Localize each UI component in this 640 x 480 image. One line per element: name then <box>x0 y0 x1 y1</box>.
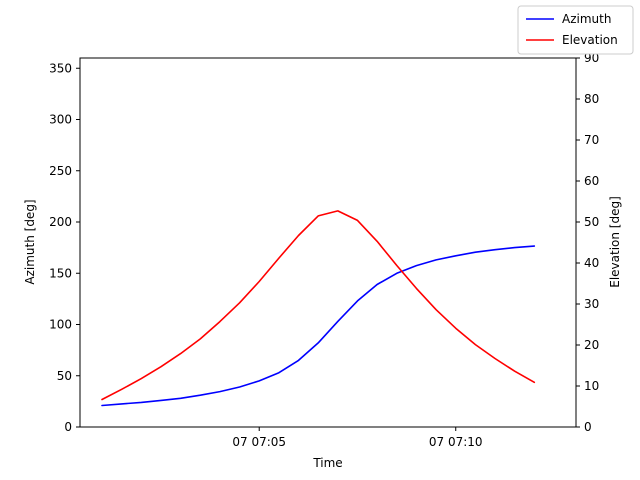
x-tick-label: 07 07:05 <box>232 435 286 449</box>
x-tick-label: 07 07:10 <box>429 435 483 449</box>
legend: Azimuth Elevation <box>517 5 634 55</box>
legend-frame <box>517 5 634 55</box>
left-tick-label: 150 <box>49 266 72 280</box>
right-tick-label: 80 <box>584 92 599 106</box>
x-axis-ticks: 07 07:05 07 07:10 <box>232 427 483 449</box>
plot-lines <box>101 210 536 407</box>
left-tick-label: 0 <box>64 420 72 434</box>
right-tick-label: 70 <box>584 133 599 147</box>
right-tick-label: 50 <box>584 215 599 229</box>
right-tick-label: 20 <box>584 338 599 352</box>
left-tick-label: 100 <box>49 318 72 332</box>
right-tick-label: 10 <box>584 379 599 393</box>
left-tick-label: 350 <box>49 61 72 75</box>
left-y-axis-label: Azimuth [deg] <box>23 199 37 284</box>
right-tick-label: 40 <box>584 256 599 270</box>
x-axis-label: Time <box>312 456 342 470</box>
axes <box>79 57 577 428</box>
series-line-elevation <box>101 210 536 401</box>
right-tick-label: 60 <box>584 174 599 188</box>
left-tick-label: 300 <box>49 113 72 127</box>
left-axis-ticks: 0 50 100 150 200 250 300 350 <box>49 61 80 434</box>
legend-label-elevation: Elevation <box>562 33 618 47</box>
right-tick-label: 0 <box>584 420 592 434</box>
left-tick-label: 50 <box>57 369 72 383</box>
left-tick-label: 200 <box>49 215 72 229</box>
legend-label-azimuth: Azimuth <box>562 12 611 26</box>
series-line-azimuth <box>101 245 536 407</box>
right-y-axis-label: Elevation [deg] <box>608 196 622 288</box>
plot-frame <box>79 57 577 428</box>
left-tick-label: 250 <box>49 164 72 178</box>
right-tick-label: 30 <box>584 297 599 311</box>
